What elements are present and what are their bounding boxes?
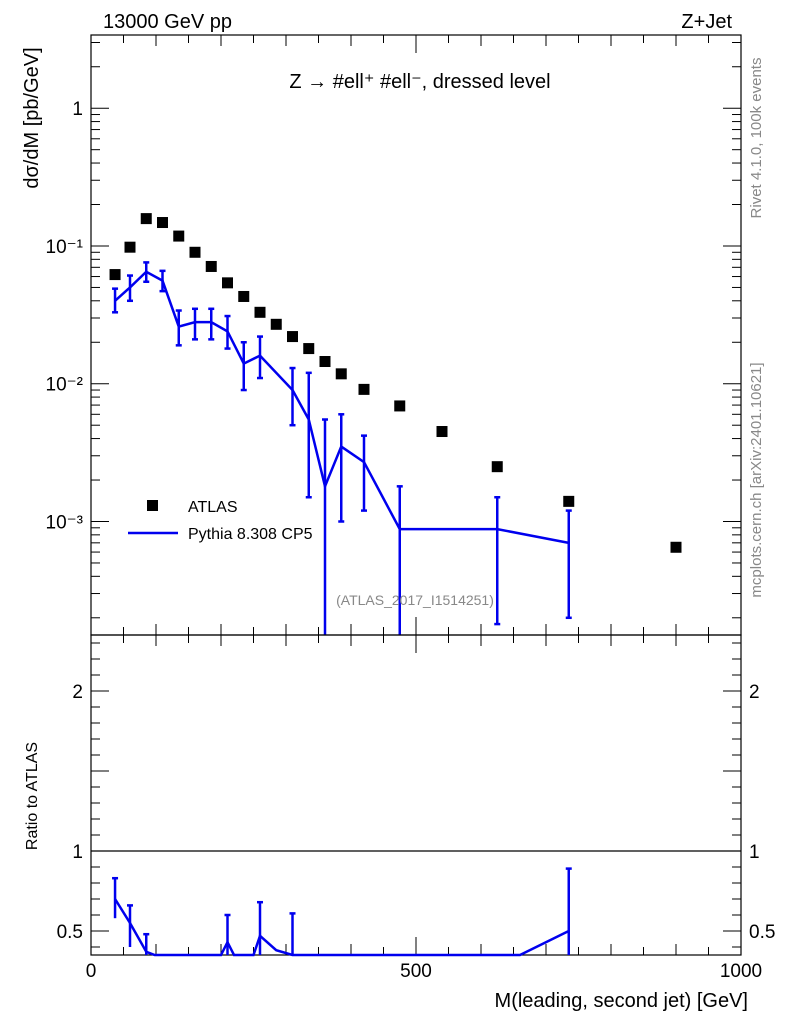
main-frame — [90, 34, 742, 636]
legend-atlas-marker — [147, 500, 158, 511]
atlas-data-point — [222, 277, 233, 289]
main-panel: 1 10⁻¹ 10⁻² 10⁻³ 13000 GeV pp Z+Jet Z → #el… — [21, 11, 742, 636]
atlas-data-point — [287, 331, 298, 343]
side-text-rivet: Rivet 4.1.0, 100k events — [748, 58, 765, 219]
header-right: Z+Jet — [681, 11, 732, 33]
main-y-tick-label: 10⁻¹ — [46, 237, 84, 258]
header-left: 13000 GeV pp — [103, 11, 232, 33]
side-text-mcplots: mcplots.cern.ch [arXiv:2401.10621] — [748, 362, 765, 597]
atlas-data-point — [670, 541, 682, 553]
main-y-ticks: 1 10⁻¹ 10⁻² 10⁻³ — [46, 41, 741, 619]
main-y-tick-label: 10⁻² — [46, 375, 84, 396]
legend-pythia-label: Pythia 8.308 CP5 — [188, 526, 313, 543]
atlas-data-point — [205, 260, 217, 272]
atlas-data-point — [491, 461, 503, 473]
atlas-data-point — [140, 213, 152, 225]
atlas-data-point — [254, 306, 266, 318]
atlas-data-point — [189, 246, 201, 258]
legend-atlas-label: ATLAS — [188, 499, 238, 516]
ratio-data — [112, 867, 572, 957]
atlas-data-point — [157, 217, 168, 229]
ratio-y-tick-label-right: 2 — [749, 682, 760, 703]
process-label: Z → #ell⁺ #ell⁻, dressed level — [289, 71, 550, 93]
ratio-y-tick-label: 2 — [72, 682, 83, 703]
atlas-data-point — [173, 230, 185, 242]
main-data — [109, 213, 682, 635]
ratio-frame — [90, 634, 742, 956]
legend: ATLAS Pythia 8.308 CP5 — [128, 499, 313, 543]
atlas-data-point — [394, 400, 406, 412]
x-tick-label: 1000 — [720, 961, 762, 982]
main-y-tick-label: 1 — [72, 99, 83, 120]
ratio-x-ticks: 0 500 1000 — [86, 635, 762, 982]
atlas-data-point — [319, 356, 331, 368]
atlas-data-point — [358, 383, 370, 395]
ratio-line — [113, 898, 570, 957]
pythia-line — [114, 270, 569, 545]
ratio-y-tick-label: 1 — [72, 842, 83, 863]
ratio-panel: 0.5 0.5 1 1 2 2 0 500 1000 Ratio to ATLAS M(lea… — [24, 634, 775, 1012]
ratio-y-ticks: 0.5 0.5 1 1 2 2 — [57, 642, 775, 948]
main-x-ticks — [90, 35, 742, 635]
atlas-data-point — [124, 241, 136, 253]
atlas-data-point — [563, 495, 575, 507]
atlas-data-point — [270, 318, 282, 330]
atlas-data-point — [238, 290, 250, 302]
main-y-axis-label: dσ/dM [pb/GeV] — [21, 47, 43, 188]
analysis-tag: (ATLAS_2017_I1514251) — [336, 592, 494, 608]
ratio-y-tick-label: 0.5 — [57, 922, 83, 943]
atlas-data-point — [436, 426, 448, 438]
x-tick-label: 0 — [86, 961, 97, 982]
x-tick-label: 500 — [400, 961, 432, 982]
atlas-data-point — [109, 269, 121, 281]
x-axis-label: M(leading, second jet) [GeV] — [495, 990, 748, 1012]
ratio-y-tick-label-right: 0.5 — [749, 922, 775, 943]
atlas-data-point — [335, 368, 347, 380]
atlas-data-point — [303, 343, 315, 355]
main-y-tick-label: 10⁻³ — [46, 512, 84, 533]
ratio-y-axis-label: Ratio to ATLAS — [24, 742, 41, 850]
ratio-y-tick-label-right: 1 — [749, 842, 760, 863]
